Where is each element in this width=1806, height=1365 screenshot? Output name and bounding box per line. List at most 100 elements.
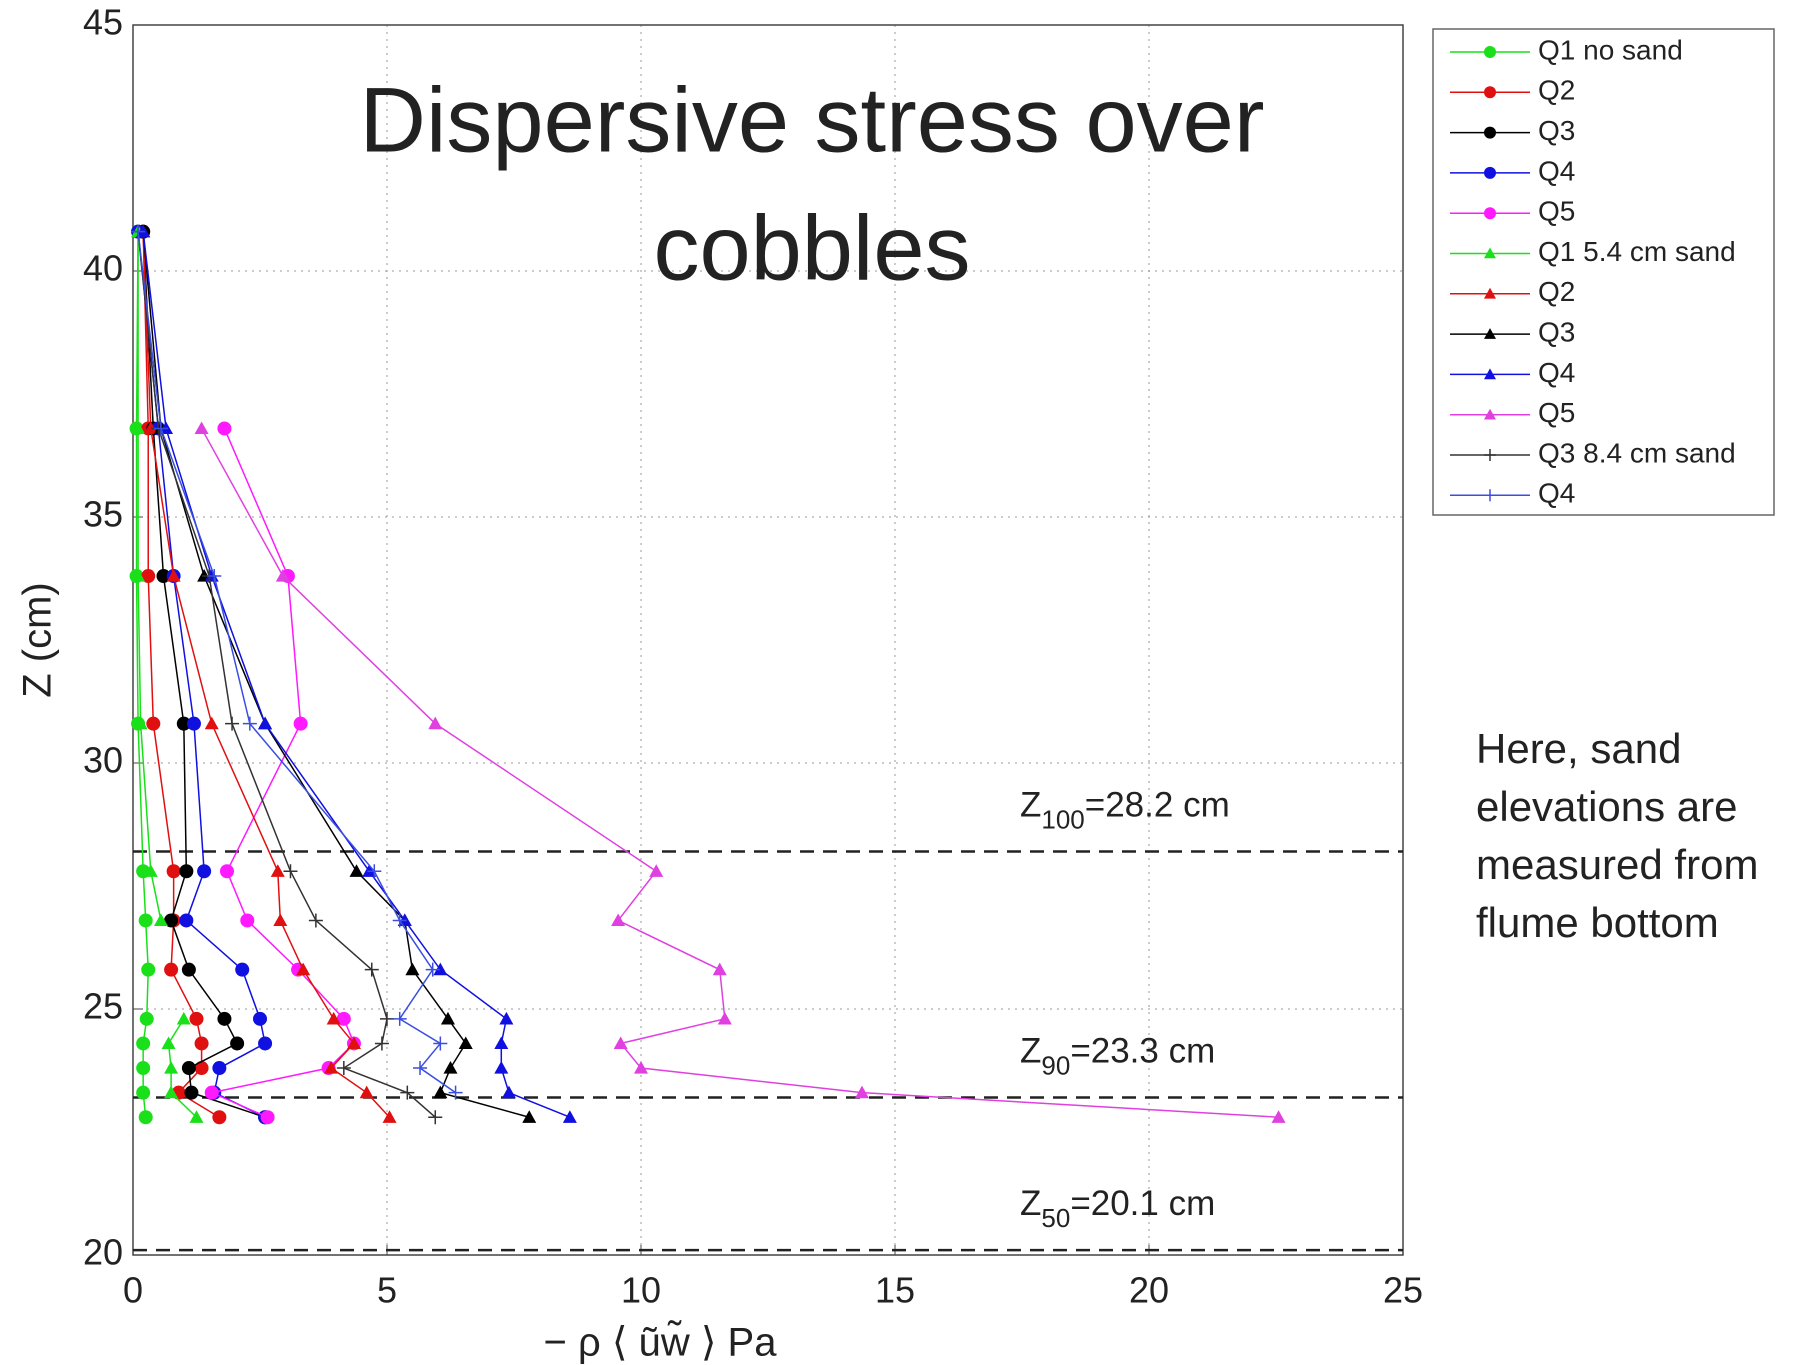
data-point (194, 1061, 209, 1076)
data-point (258, 1036, 273, 1051)
legend-label: Q4 (1538, 357, 1575, 388)
data-point (364, 962, 379, 977)
data-point (296, 962, 311, 976)
data-point (194, 421, 209, 435)
data-point (270, 864, 285, 877)
data-point (634, 1061, 648, 1074)
data-point (136, 1085, 151, 1100)
label-rest: =23.3 cm (1070, 1032, 1215, 1071)
data-point (359, 1085, 374, 1099)
side-note: flume bottom (1476, 899, 1719, 946)
legend-marker (1484, 207, 1496, 220)
data-point (131, 569, 146, 582)
data-point (136, 1061, 151, 1076)
data-point (253, 1011, 267, 1026)
legend-marker (1484, 247, 1496, 259)
side-note: Here, sand (1476, 725, 1681, 772)
data-point (186, 716, 201, 731)
data-point (204, 716, 219, 730)
series-line (137, 231, 436, 1118)
reference-label: Z90=23.3 cm (1020, 1032, 1215, 1081)
x-axis-label: − ρ ⟨ ũw̃ ⟩ Pa (544, 1320, 778, 1365)
x-tick-label: 0 (123, 1270, 143, 1311)
data-point (293, 716, 308, 731)
data-point (326, 1011, 341, 1025)
data-point (179, 913, 194, 928)
data-point (143, 864, 158, 877)
chart-title: Dispersive stress over (360, 69, 1265, 171)
legend-marker (1484, 328, 1496, 339)
data-point (164, 913, 179, 928)
label-base: Z (1020, 786, 1041, 825)
data-point (854, 1085, 869, 1099)
y-tick-label: 35 (83, 494, 123, 535)
data-point (217, 1011, 232, 1026)
data-point (143, 421, 158, 435)
legend-marker (1484, 46, 1496, 58)
data-point (136, 1036, 151, 1051)
data-point (181, 1061, 196, 1076)
legend-label: Q1 no sand (1538, 34, 1683, 65)
data-point (212, 1061, 227, 1076)
data-point (275, 569, 290, 582)
data-point (428, 716, 443, 730)
data-point (413, 1061, 428, 1076)
data-point (164, 1085, 179, 1099)
data-point (194, 1036, 209, 1051)
data-point (458, 1036, 473, 1050)
x-tick-label: 25 (1383, 1270, 1423, 1311)
reference-label: Z100=28.2 cm (1020, 786, 1230, 835)
label-base: Z (1020, 1032, 1041, 1071)
data-point (164, 1061, 179, 1074)
data-point (176, 1011, 191, 1025)
data-point (1271, 1110, 1286, 1123)
data-point (392, 1011, 407, 1026)
data-point (166, 864, 181, 879)
side-note: elevations are (1476, 783, 1738, 830)
data-point (166, 569, 181, 582)
data-point (425, 962, 440, 977)
data-point (499, 1011, 514, 1025)
data-point (440, 1011, 455, 1025)
y-tick-label: 20 (83, 1232, 123, 1273)
legend-marker (1484, 449, 1496, 461)
data-point (260, 1110, 275, 1125)
legend-marker (1484, 368, 1496, 380)
data-point (141, 962, 156, 977)
y-tick-label: 45 (83, 2, 123, 43)
y-tick-label: 25 (83, 986, 123, 1027)
data-point (308, 913, 323, 928)
data-point (433, 1085, 448, 1099)
data-point (153, 421, 168, 436)
data-point (367, 864, 382, 879)
x-tick-label: 15 (875, 1270, 915, 1311)
data-point (240, 913, 255, 928)
data-point (189, 1110, 204, 1123)
data-point (405, 962, 420, 976)
x-tick-label: 20 (1129, 1270, 1169, 1311)
data-point (336, 1061, 351, 1076)
legend-label: Q4 (1538, 155, 1575, 186)
legend-marker (1484, 489, 1496, 502)
data-point (131, 421, 146, 435)
label-sub: 100 (1041, 804, 1084, 834)
label-base: Z (1020, 1184, 1041, 1223)
data-point (131, 224, 146, 239)
data-point (212, 1110, 227, 1125)
data-point (494, 1036, 509, 1050)
data-point (349, 864, 364, 877)
legend-label: Q1 5.4 cm sand (1538, 236, 1736, 267)
x-tick-label: 5 (377, 1270, 397, 1311)
data-point (181, 962, 196, 977)
data-point (336, 1011, 351, 1026)
legend-label: Q2 (1538, 276, 1575, 307)
label-rest: =20.1 cm (1070, 1184, 1215, 1223)
data-point (179, 864, 194, 879)
legend-marker (1484, 86, 1496, 99)
data-point (139, 1011, 154, 1026)
data-point (346, 1036, 361, 1050)
data-point (138, 913, 153, 928)
data-point (219, 864, 234, 879)
label-sub: 50 (1041, 1203, 1070, 1233)
reference-label: Z50=20.1 cm (1020, 1184, 1215, 1233)
